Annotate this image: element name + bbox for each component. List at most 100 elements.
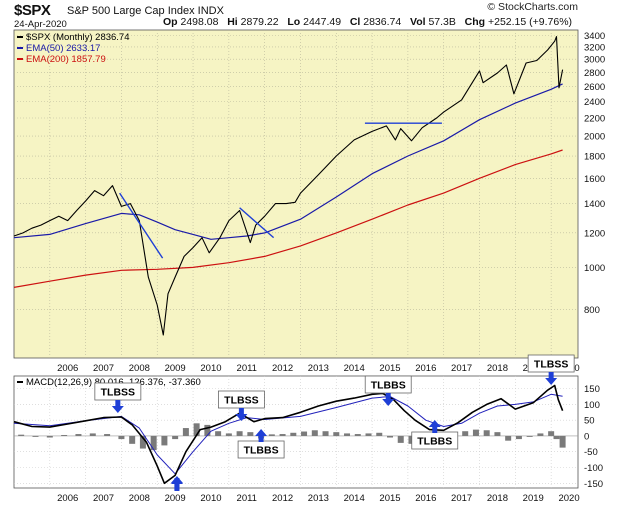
trendline <box>119 192 164 259</box>
macd-histogram-bar <box>387 435 393 438</box>
chart-symbol: $SPX <box>14 2 51 19</box>
price-x-tick-label: 2009 <box>165 363 186 374</box>
arrow-down-icon <box>235 414 248 421</box>
ohlc-key-vol: Vol <box>409 16 429 28</box>
price-x-tick-label: 2015 <box>379 363 400 374</box>
macd-histogram-bar <box>559 435 566 448</box>
price-legend-label: $SPX (Monthly) 2836.74 <box>26 32 130 43</box>
macd-histogram-bar <box>268 434 275 436</box>
macd-legend-label: MACD(12,26,9) 80.016, 126.376, -37.360 <box>26 377 201 388</box>
ohlc-value-chg: +252.15 (+9.76%) <box>487 16 573 28</box>
macd-x-tick-label: 2008 <box>129 493 150 504</box>
macd-histogram-bar <box>397 435 404 443</box>
watermark: © StockCharts.com <box>487 1 578 13</box>
annotation-tlbss: TLBSS <box>94 382 142 413</box>
macd-y-tick-label: -100 <box>584 463 603 474</box>
price-y-tick-label: 2200 <box>584 113 605 124</box>
price-y-tick-label: 1600 <box>584 174 605 185</box>
macd-histogram-bar <box>61 434 68 436</box>
ohlc-key-cl: Cl <box>349 16 364 28</box>
price-x-tick-label: 2013 <box>308 363 329 374</box>
macd-histogram-bar <box>129 435 136 444</box>
macd-histogram-bar <box>365 433 372 436</box>
price-y-tick-label: 2400 <box>584 97 605 108</box>
macd-signal-line <box>13 393 563 475</box>
ohlc-value-hi: 2879.22 <box>240 16 288 28</box>
annotation-arrow-shaft <box>258 435 264 442</box>
macd-histogram-bar <box>462 431 469 436</box>
price-x-tick-label: 2014 <box>344 363 365 374</box>
macd-histogram-bar <box>494 432 501 436</box>
macd-histogram-bar <box>344 433 351 436</box>
chart-date: 24-Apr-2020 <box>14 19 67 30</box>
legend-swatch <box>17 47 23 49</box>
macd-x-tick-label: 2014 <box>344 493 365 504</box>
price-x-tick-label: 2008 <box>129 363 150 374</box>
ohlc-value-vol: 57.3B <box>428 16 465 28</box>
macd-y-tick-label: 100 <box>584 400 600 411</box>
annotation-label: TLBBS <box>417 436 452 448</box>
macd-x-tick-label: 2020 <box>558 493 579 504</box>
arrow-down-icon <box>382 399 395 406</box>
macd-panel: 150 100 50 0 -50 -100 -150 2006 2007 2008 2009 2010… <box>13 354 603 504</box>
price-legend-label: EMA(200) 1857.79 <box>26 54 106 65</box>
arrow-down-icon <box>111 406 124 413</box>
price-y-tick-label: 1000 <box>584 263 605 274</box>
macd-x-tick-label: 2007 <box>93 493 114 504</box>
macd-histogram-bar <box>322 431 329 436</box>
ema50-line <box>13 83 563 240</box>
legend-swatch <box>17 58 23 60</box>
macd-histogram-bar <box>279 434 286 436</box>
annotation-bottom <box>170 476 183 490</box>
annotation-tlbbs: TLBBS <box>364 375 412 406</box>
annotation-label: TLBBS <box>371 380 406 392</box>
macd-x-tick-label: 2017 <box>451 493 472 504</box>
ohlc-readout: Op 2498.08 Hi 2879.22 Lo 2447.49 Cl 2836… <box>163 16 572 28</box>
macd-histogram-bar <box>46 435 53 438</box>
macd-histogram-bar <box>311 430 318 436</box>
price-y-tick-label: 2000 <box>584 132 605 143</box>
annotation-label: TLBSS <box>101 387 135 399</box>
trendline <box>239 207 275 239</box>
macd-x-tick-label: 2016 <box>415 493 436 504</box>
macd-histogram-bar <box>89 433 96 436</box>
arrow-down-icon <box>545 378 558 385</box>
ohlc-key-hi: Hi <box>227 16 241 28</box>
price-x-tick-label: 2016 <box>415 363 436 374</box>
macd-y-tick-label: 0 <box>584 431 589 442</box>
chart-security-name: S&P 500 Large Cap Index INDX <box>67 5 224 17</box>
price-line <box>13 36 564 336</box>
macd-histogram-bar <box>75 434 82 436</box>
price-y-tick-label: 3400 <box>584 31 605 42</box>
price-y-tick-label: 800 <box>584 305 600 316</box>
annotation-arrow-shaft <box>174 478 180 490</box>
ohlc-value-cl: 2836.74 <box>363 16 410 28</box>
annotation-arrow-shaft <box>548 372 554 379</box>
price-y-tick-label: 1400 <box>584 199 605 210</box>
annotation-label: TLBBS <box>244 445 279 457</box>
ohlc-key-chg: Chg <box>464 16 488 28</box>
arrow-up-icon <box>428 420 441 427</box>
macd-histogram-bar <box>18 434 25 436</box>
macd-x-tick-label: 2012 <box>272 493 293 504</box>
legend-swatch <box>17 381 23 383</box>
macd-histogram-bar <box>215 431 222 436</box>
macd-histogram-bar <box>301 431 308 436</box>
macd-y-tick-label: -150 <box>584 479 603 490</box>
macd-histogram-bar <box>182 428 189 436</box>
macd-x-tick-label: 2011 <box>237 493 257 504</box>
annotation-tlbss: TLBSS <box>527 354 575 385</box>
macd-histogram-bar <box>526 435 533 437</box>
macd-histogram-bar <box>515 435 522 440</box>
annotation-arrow-shaft <box>238 408 244 415</box>
price-y-tick-label: 2600 <box>584 82 605 93</box>
ohlc-key-op: Op <box>163 16 181 28</box>
macd-histogram-bar <box>247 432 254 436</box>
macd-line <box>13 384 564 485</box>
price-x-tick-label: 2017 <box>451 363 472 374</box>
annotation-arrow-shaft <box>385 393 391 400</box>
macd-histogram-bar <box>333 432 340 436</box>
macd-y-tick-label: -50 <box>584 447 598 458</box>
macd-x-tick-label: 2010 <box>200 493 221 504</box>
